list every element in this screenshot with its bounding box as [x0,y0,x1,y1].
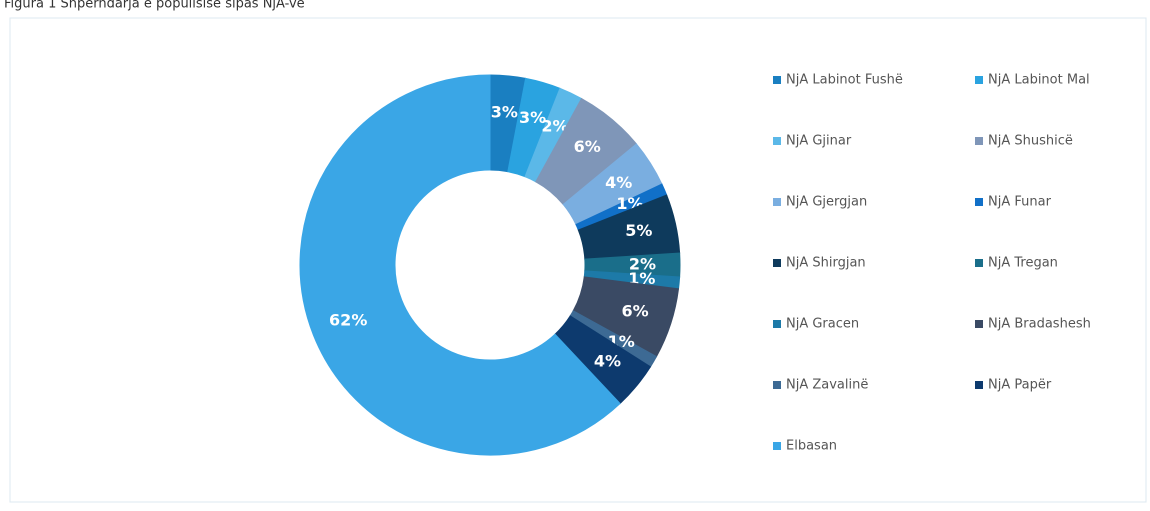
legend-label: Elbasan [786,439,837,454]
chart-title: Figura 1 Shpërndarja e popullsisë sipas … [4,0,305,12]
legend-swatch [975,198,983,206]
legend-swatch [773,320,781,328]
legend-swatch [975,381,983,389]
data-label: 6% [574,137,601,156]
legend-label: NjA Tregan [988,256,1058,271]
data-label: 5% [625,221,652,240]
legend-swatch [773,198,781,206]
legend-label: NjA Bradashesh [988,317,1091,332]
legend-label: NjA Shushicë [988,134,1073,149]
legend-swatch [975,137,983,145]
legend-swatch [773,442,781,450]
donut-slice [299,74,621,456]
legend-swatch [975,320,983,328]
legend-label: NjA Zavalinë [786,378,868,393]
legend-label: NjA Funar [988,195,1052,210]
legend-label: NjA Labinot Fushë [786,73,903,88]
data-label: 2% [629,255,656,274]
legend-label: NjA Labinot Mal [988,73,1090,88]
legend-label: NjA Gracen [786,317,859,332]
legend-label: NjA Papër [988,378,1052,393]
legend-swatch [975,76,983,84]
data-label: 6% [621,302,648,321]
data-label: 3% [491,103,518,122]
legend-label: NjA Gjinar [786,134,852,149]
legend-swatch [773,137,781,145]
data-label: 4% [605,173,632,192]
legend-swatch [975,259,983,267]
legend-label: NjA Shirgjan [786,256,866,271]
legend-label: NjA Gjergjan [786,195,867,210]
legend-swatch [773,76,781,84]
data-label: 62% [329,311,367,330]
legend-swatch [773,259,781,267]
data-label: 2% [541,117,568,136]
data-label: 4% [594,352,621,371]
legend-swatch [773,381,781,389]
data-label: 3% [519,108,546,127]
